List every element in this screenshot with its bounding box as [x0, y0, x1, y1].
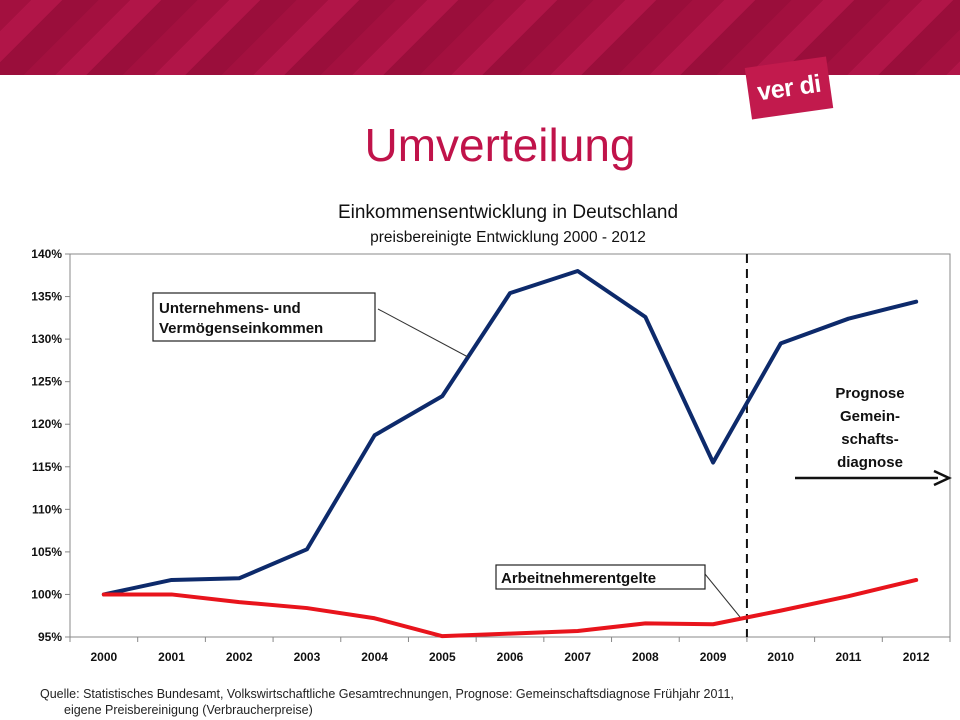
- callout-leader-arbeitnehmer: [704, 573, 741, 618]
- plot-area: 95% 100% 105% 110% 115% 120% 125% 130% 135% 140% 2…: [31, 247, 952, 664]
- x-tick-label: 2009: [700, 650, 727, 664]
- series-label-box-arbeitnehmer: [495, 564, 706, 590]
- x-tick-label: 2001: [158, 650, 185, 664]
- y-tick-label: 110%: [32, 502, 62, 516]
- source-note: Quelle: Statistisches Bundesamt, Volkswi…: [40, 686, 950, 718]
- series-label-box-unternehmen: [152, 292, 376, 342]
- forecast-label: schafts-: [841, 431, 899, 448]
- y-tick-label: 100%: [31, 587, 62, 601]
- series-line-unternehmen: [101, 269, 919, 597]
- y-tick-label: 125%: [31, 375, 62, 389]
- y-tick-label: 120%: [31, 417, 62, 431]
- x-tick-label: 2000: [90, 650, 117, 664]
- chart-title: Einkommensentwicklung in Deutschland: [338, 202, 678, 223]
- forecast-arrow-head: [933, 469, 952, 487]
- slide-title: Umverteilung: [364, 119, 636, 171]
- x-tick-label: 2002: [226, 650, 253, 664]
- x-tick-label: 2007: [564, 650, 591, 664]
- x-tick-label: 2004: [361, 650, 388, 664]
- plot-frame: [69, 253, 951, 638]
- callout-leader-unternehmen: [377, 308, 469, 358]
- series-label-unternehmen: Unternehmens- und: [159, 300, 301, 317]
- x-tick-label: 2003: [294, 650, 321, 664]
- source-line-1: Quelle: Statistisches Bundesamt, Volkswi…: [40, 687, 734, 701]
- x-tick-label: 2008: [632, 650, 659, 664]
- series-label-arbeitnehmer: Arbeitnehmerentgelte: [501, 570, 656, 587]
- y-tick-label: 115%: [32, 460, 62, 474]
- forecast-label: Gemein-: [840, 408, 900, 425]
- chart-subtitle: preisbereinigte Entwicklung 2000 - 2012: [370, 229, 646, 246]
- forecast-label: Prognose: [835, 385, 904, 402]
- x-tick-label: 2006: [497, 650, 524, 664]
- x-tick-label: 2010: [767, 650, 794, 664]
- source-line-2: eigene Preisbereinigung (Verbraucherprei…: [64, 703, 313, 717]
- y-tick-label: 95%: [38, 630, 62, 644]
- y-tick-label: 105%: [31, 545, 62, 559]
- x-tick-label: 2012: [903, 650, 930, 664]
- x-tick-label: 2005: [429, 650, 456, 664]
- forecast-label: diagnose: [837, 454, 903, 471]
- y-tick-label: 135%: [31, 290, 62, 304]
- x-tick-label: 2011: [835, 650, 861, 664]
- y-tick-label: 140%: [31, 247, 62, 261]
- series-label-unternehmen: Vermögenseinkommen: [159, 320, 323, 337]
- y-tick-label: 130%: [31, 332, 62, 346]
- series-line-arbeitnehmer: [101, 577, 919, 639]
